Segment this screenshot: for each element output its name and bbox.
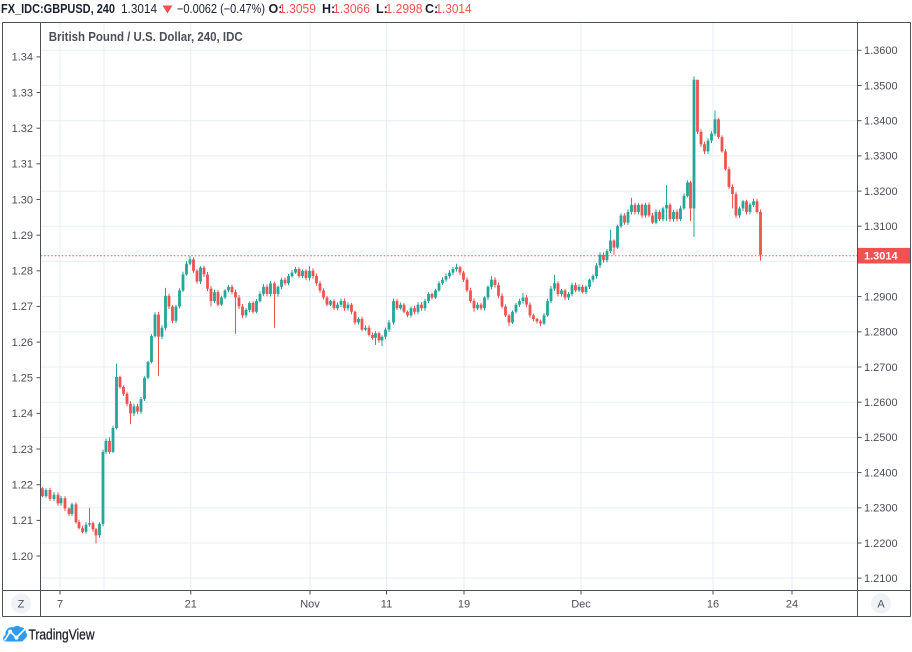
svg-text:1.34: 1.34: [12, 52, 33, 64]
svg-text:1.3400: 1.3400: [864, 116, 898, 128]
svg-text:11: 11: [381, 599, 392, 611]
svg-text:1.2500: 1.2500: [864, 432, 898, 444]
svg-text:1.3100: 1.3100: [864, 221, 898, 233]
svg-text:16: 16: [707, 599, 719, 611]
svg-text:1.3500: 1.3500: [864, 80, 898, 92]
svg-text:O:: O:: [269, 2, 283, 16]
svg-text:1.24: 1.24: [12, 408, 33, 420]
svg-text:1.2400: 1.2400: [864, 467, 898, 479]
svg-text:1.3600: 1.3600: [864, 45, 898, 57]
svg-text:1.22: 1.22: [12, 480, 33, 492]
svg-text:−0.0062 (−0.47%): −0.0062 (−0.47%): [177, 2, 265, 16]
svg-text:1.2100: 1.2100: [864, 573, 898, 585]
svg-text:1.2700: 1.2700: [864, 362, 898, 374]
svg-text:British Pound / U.S. Dollar, 2: British Pound / U.S. Dollar, 240, IDC: [49, 30, 243, 44]
svg-text:1.3014: 1.3014: [864, 251, 899, 263]
svg-text:7: 7: [57, 599, 63, 611]
svg-text:TradingView: TradingView: [29, 628, 95, 644]
svg-text:1.2600: 1.2600: [864, 397, 898, 409]
svg-text:1.3300: 1.3300: [864, 151, 898, 163]
svg-text:C:: C:: [425, 2, 438, 16]
svg-text:1.25: 1.25: [12, 373, 33, 385]
svg-text:1.3066: 1.3066: [333, 2, 370, 16]
svg-text:1.2900: 1.2900: [864, 291, 898, 303]
svg-text:A: A: [877, 599, 885, 611]
svg-text:1.32: 1.32: [12, 123, 33, 135]
svg-text:24: 24: [786, 599, 798, 611]
svg-text:1.21: 1.21: [12, 515, 33, 527]
svg-text:FX_IDC:GBPUSD, 240: FX_IDC:GBPUSD, 240: [1, 2, 115, 16]
svg-text:Z: Z: [18, 599, 25, 611]
svg-text:1.20: 1.20: [12, 551, 33, 563]
svg-text:1.2800: 1.2800: [864, 327, 898, 339]
svg-text:1.33: 1.33: [12, 87, 33, 99]
svg-text:1.23: 1.23: [12, 444, 33, 456]
svg-text:1.29: 1.29: [12, 230, 33, 242]
svg-text:1.30: 1.30: [12, 194, 33, 206]
svg-text:H:: H:: [322, 2, 335, 16]
svg-text:1.2300: 1.2300: [864, 503, 898, 515]
svg-text:L:: L:: [376, 2, 388, 16]
svg-text:1.28: 1.28: [12, 266, 33, 278]
svg-text:1.3200: 1.3200: [864, 186, 898, 198]
svg-text:1.2998: 1.2998: [386, 2, 423, 16]
svg-text:1.27: 1.27: [12, 301, 33, 313]
svg-text:1.3014: 1.3014: [436, 2, 472, 16]
svg-text:1.31: 1.31: [12, 159, 33, 171]
svg-text:1.3014: 1.3014: [121, 2, 157, 16]
svg-text:1.3059: 1.3059: [279, 2, 316, 16]
svg-text:1.2200: 1.2200: [864, 538, 898, 550]
svg-text:21: 21: [185, 599, 197, 611]
svg-text:19: 19: [458, 599, 470, 611]
svg-text:1.26: 1.26: [12, 337, 33, 349]
svg-text:Dec: Dec: [571, 599, 591, 611]
svg-text:Nov: Nov: [300, 599, 320, 611]
